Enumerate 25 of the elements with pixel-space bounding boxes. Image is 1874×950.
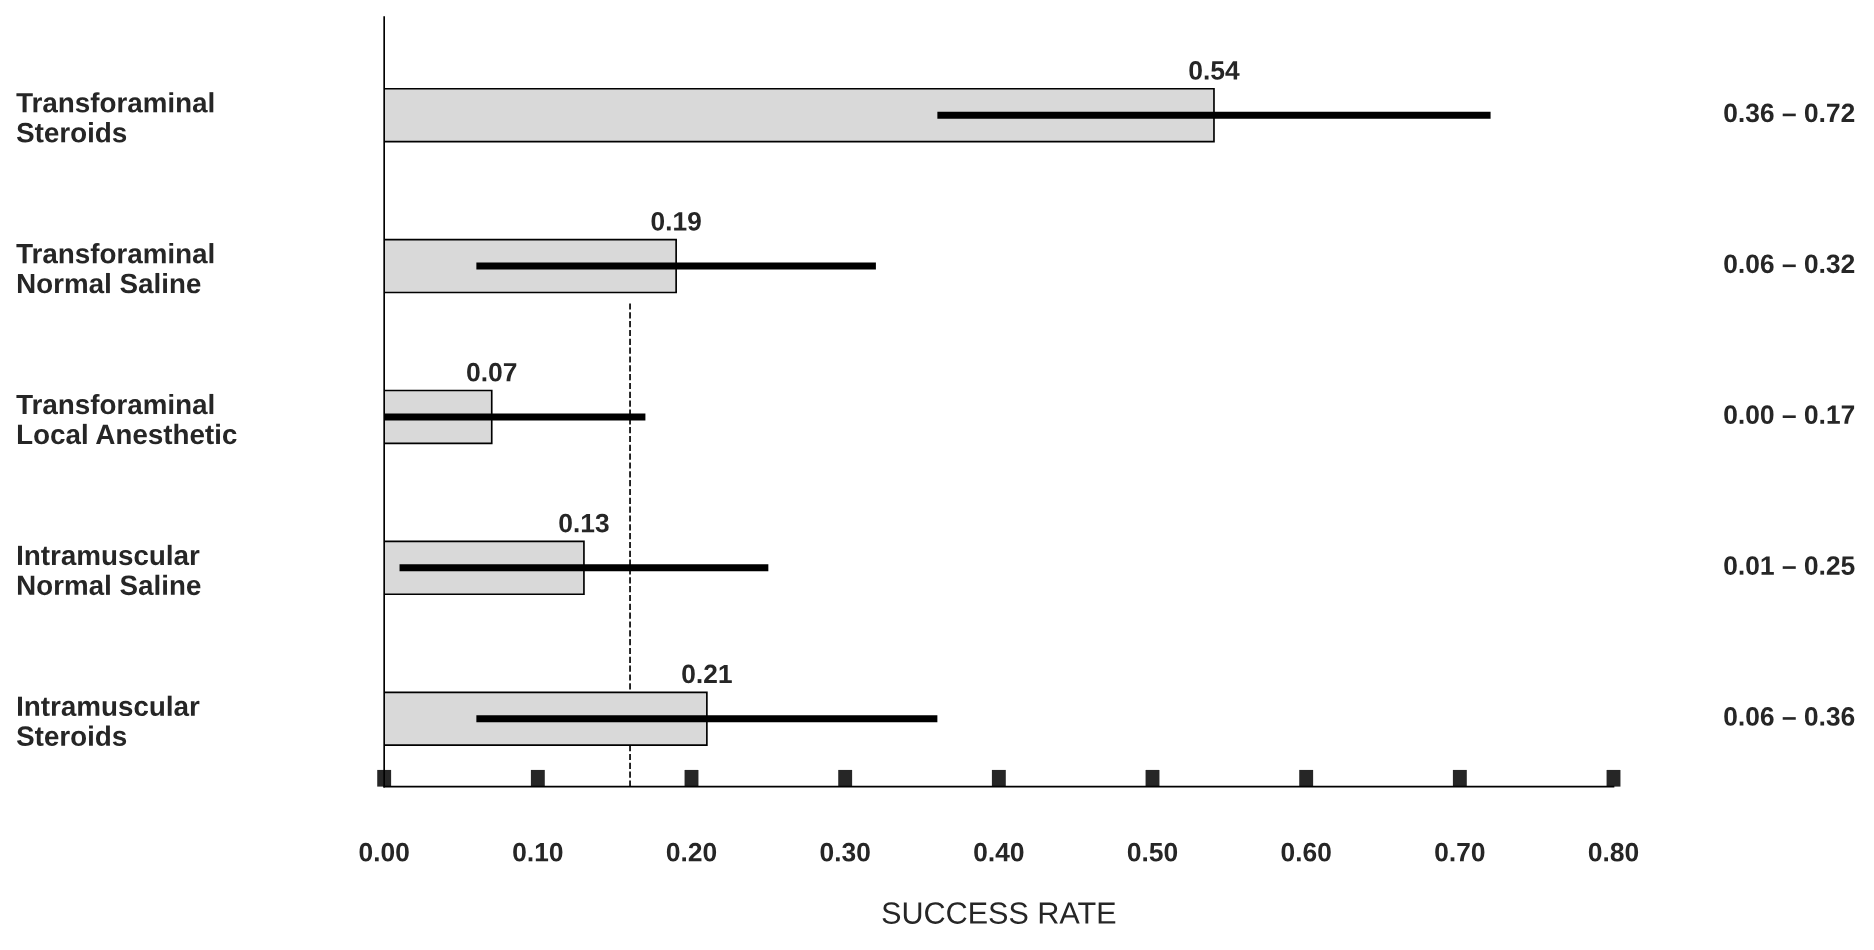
data-label: 0.07: [467, 362, 517, 382]
text: 0.06 – 0.32: [1724, 254, 1855, 274]
text: 0.00 – 0.17: [1724, 405, 1855, 425]
text: 0.01 – 0.25: [1724, 556, 1855, 575]
data-label: 0.13: [559, 513, 609, 533]
x-tick-label: 0.30: [820, 842, 870, 862]
y-tick-label: Intramuscular Normal Saline: [17, 544, 201, 596]
x-tick-label: 0.70: [1435, 842, 1485, 862]
x-tick-label: 0.40: [974, 842, 1024, 862]
text: 0.36 – 0.72: [1724, 103, 1855, 123]
y-tick-label: Intramuscular Steroids: [16, 695, 200, 747]
x-tick-label: 0.80: [1588, 842, 1639, 862]
data-label: 0.21: [682, 664, 732, 684]
y-tick-label: Transforaminal Steroids: [16, 92, 214, 143]
text: 0.06 – 0.36: [1724, 707, 1855, 726]
y-tick-label: Transforaminal Normal Saline: [16, 243, 214, 294]
x-tick-label: 0.20: [666, 842, 717, 862]
x-tick-label: 0.00: [359, 842, 409, 862]
x-tick-label: 0.50: [1127, 842, 1178, 862]
x-axis-title: SUCCESS RATE: [882, 902, 1116, 924]
data-label: 0.54: [1189, 61, 1240, 80]
x-tick-label: 0.10: [513, 842, 563, 862]
x-tick-label: 0.60: [1281, 842, 1331, 862]
data-label: 0.19: [651, 211, 701, 231]
y-tick-label: Transforaminal Local Anesthetic: [16, 393, 237, 445]
